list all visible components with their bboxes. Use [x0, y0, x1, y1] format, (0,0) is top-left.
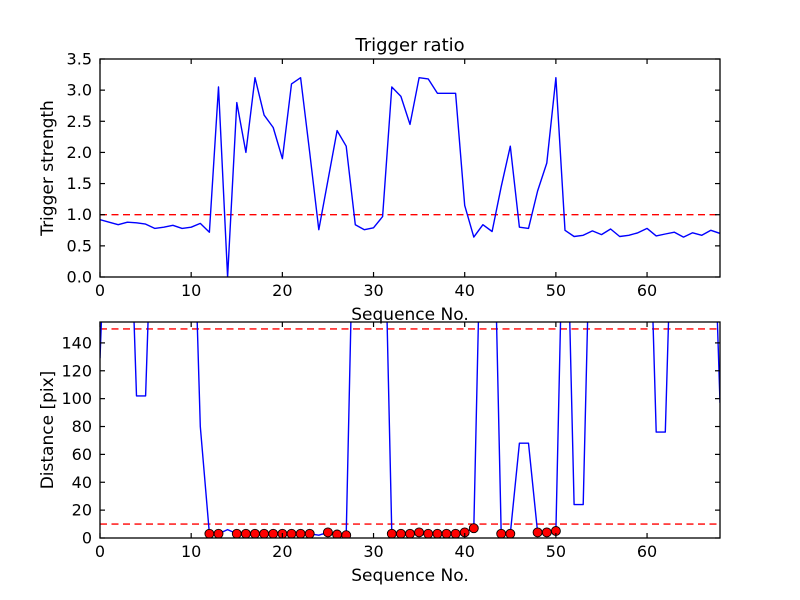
trigger-point-marker [213, 528, 224, 538]
trigger-point-marker [496, 528, 507, 538]
x-tick-label: 30 [363, 281, 383, 300]
trigger-point-marker [304, 528, 315, 538]
trigger-point-marker [405, 528, 415, 538]
distance-subplot: 0 10 20 30 40 50 60 0 20 40 60 80 100 120 140 Sequence … [38, 321, 721, 586]
x-tick-label: 10 [181, 281, 201, 300]
y-axis-label: Trigger strength [38, 100, 58, 237]
x-tick-label: 60 [637, 542, 657, 561]
trigger-point-marker [295, 528, 306, 538]
distance-plot-area [100, 322, 720, 538]
trigger-point-markers [204, 523, 561, 538]
trigger-point-marker [286, 528, 297, 538]
x-tick-label: 60 [637, 281, 657, 300]
trigger-ratio-plot-area [100, 76, 720, 277]
trigger-ratio-subplot: 0 10 20 30 40 50 60 0.0 0.5 1.0 1.5 2.0 2.5 3.0 3.5 Tri… [38, 35, 721, 325]
trigger-point-marker [204, 528, 215, 538]
trigger-point-marker [532, 527, 543, 538]
x-tick-label: 0 [95, 281, 105, 300]
x-tick-label: 0 [95, 542, 105, 561]
y-tick-label: 140 [61, 333, 92, 352]
trigger-point-marker [268, 528, 279, 538]
y-tick-label: 3.0 [67, 81, 92, 100]
y-tick-label: 60 [72, 445, 92, 464]
distance-axes-frame [99, 321, 721, 539]
y-tick-label: 2.0 [67, 143, 92, 162]
trigger-point-marker [322, 527, 333, 538]
y-tick-label: 2.5 [67, 112, 92, 131]
y-tick-label: 0 [82, 529, 92, 548]
trigger-point-marker [423, 528, 434, 538]
x-tick-label: 40 [455, 542, 475, 561]
y-tick-label: 40 [72, 473, 92, 492]
y-tick-label: 80 [72, 417, 92, 436]
trigger-point-marker [231, 528, 242, 538]
trigger-point-marker [240, 528, 251, 538]
y-tick-label: 100 [61, 389, 92, 408]
y-tick-label: 3.5 [67, 50, 92, 69]
trigger-point-marker [395, 528, 406, 538]
x-axis-label: Sequence No. [351, 566, 468, 586]
trigger-point-marker [450, 528, 461, 538]
trigger-ratio-ticks: 0 10 20 30 40 50 60 0.0 0.5 1.0 1.5 2.0 2.5 3.0 3.5 [67, 50, 720, 300]
trigger-point-marker [386, 528, 397, 538]
trigger-point-marker [414, 527, 425, 538]
trigger-point-marker [505, 528, 516, 538]
x-tick-label: 30 [363, 542, 383, 561]
distance-ticks: 0 10 20 30 40 50 60 0 20 40 60 80 100 120 140 [61, 322, 720, 561]
x-tick-label: 50 [546, 542, 566, 561]
y-tick-label: 0.5 [67, 236, 92, 255]
y-tick-label: 20 [72, 501, 92, 520]
trigger-point-marker [250, 528, 260, 538]
trigger-point-marker [432, 528, 443, 538]
y-tick-label: 0.0 [67, 268, 92, 287]
x-tick-label: 40 [455, 281, 475, 300]
trigger-point-marker [541, 527, 552, 538]
x-axis-label: Sequence No. [351, 305, 468, 325]
trigger-point-marker [468, 523, 479, 534]
y-tick-label: 120 [61, 361, 92, 380]
plot-title: Trigger ratio [354, 35, 464, 56]
trigger-point-marker [341, 530, 352, 538]
y-tick-label: 1.5 [67, 174, 92, 193]
x-tick-label: 10 [181, 542, 201, 561]
y-tick-label: 1.0 [67, 205, 92, 224]
x-tick-label: 50 [546, 281, 566, 300]
x-tick-label: 20 [272, 542, 292, 561]
trigger-ratio-axes-frame [99, 58, 721, 278]
trigger-point-marker [441, 528, 452, 538]
trigger-point-marker [259, 528, 270, 538]
y-axis-label: Distance [pix] [38, 371, 58, 490]
trigger-strength-line [100, 76, 720, 277]
x-tick-label: 20 [272, 281, 292, 300]
